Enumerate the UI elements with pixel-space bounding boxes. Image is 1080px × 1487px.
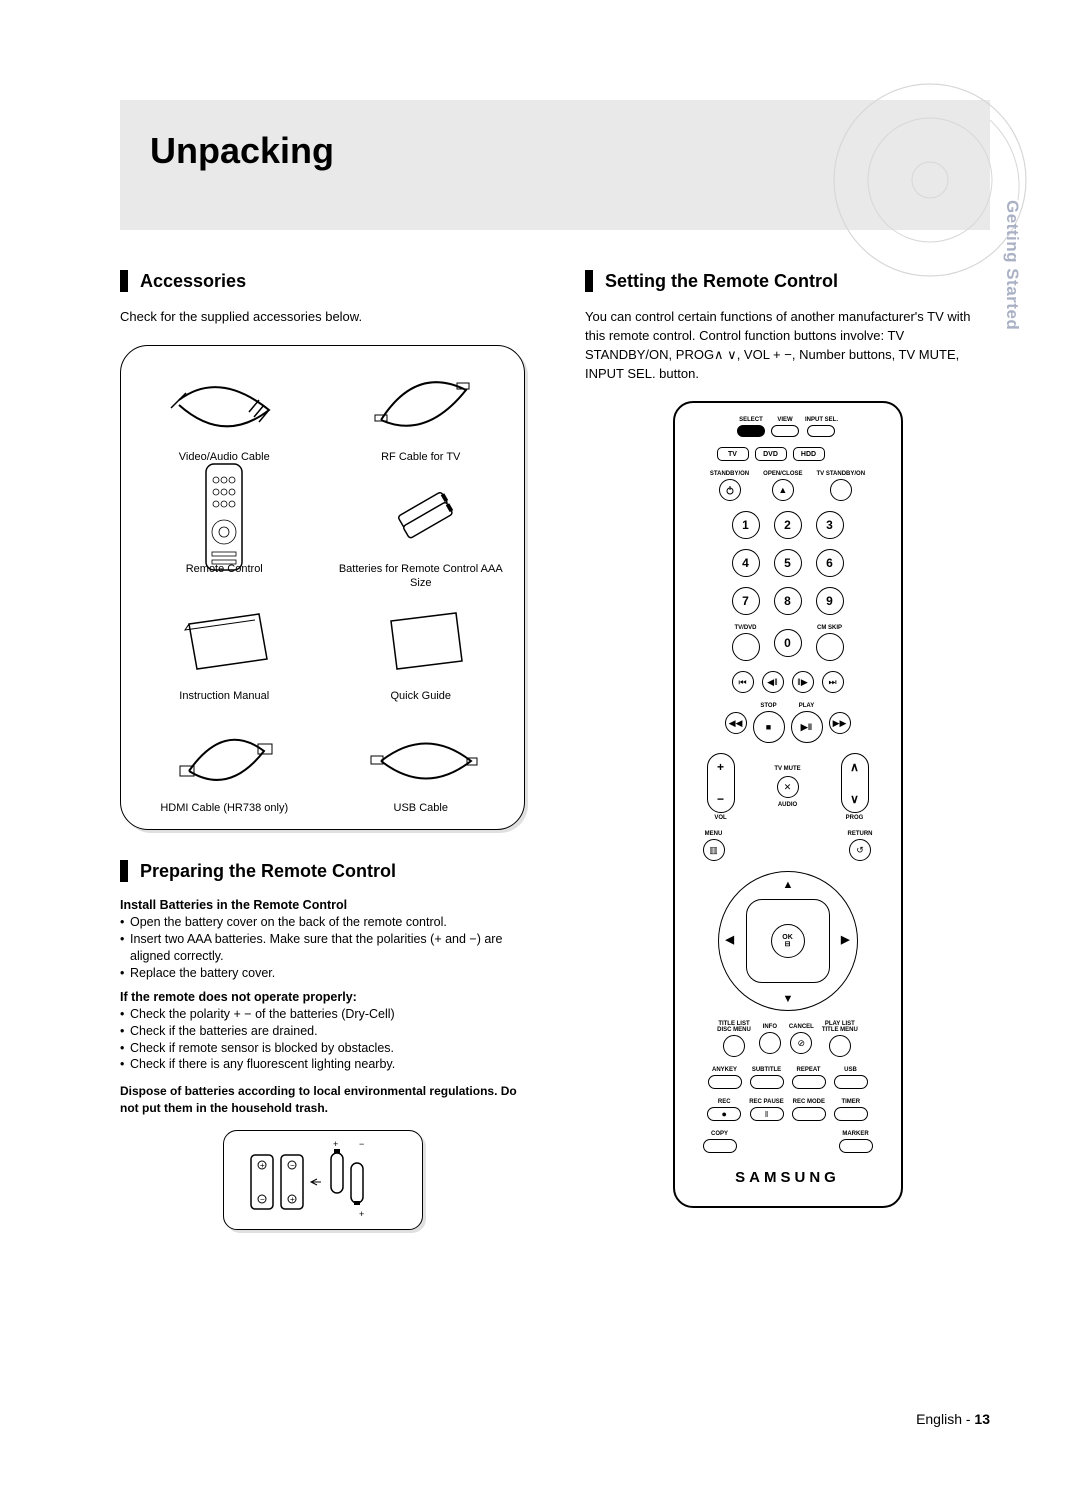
ok-button: OK⊟ — [771, 924, 805, 958]
book-icon — [169, 609, 279, 679]
title-banner: Unpacking — [120, 100, 990, 230]
accessories-heading: Accessories — [120, 270, 525, 292]
num-2-button: 2 — [774, 511, 802, 539]
num-3-button: 3 — [816, 511, 844, 539]
stop-button: ■ — [753, 711, 785, 743]
battery-insert-diagram: + − − + + − + — [223, 1130, 423, 1230]
preparing-heading: Preparing the Remote Control — [120, 860, 525, 882]
open-close-button: ▲ — [772, 479, 794, 501]
recmode-button — [792, 1107, 826, 1121]
copy-button — [703, 1139, 737, 1153]
svg-text:+: + — [333, 1139, 338, 1149]
view-indicator — [771, 425, 799, 437]
num-1-button: 1 — [732, 511, 760, 539]
svg-text:+: + — [260, 1161, 265, 1170]
acc-rf-cable: RF Cable for TV — [328, 364, 515, 464]
cable-rca-icon — [164, 365, 284, 445]
acc-batteries: Batteries for Remote Control AAA Size — [328, 476, 515, 591]
tv-standby-button — [830, 479, 852, 501]
setting-paragraph: You can control certain functions of ano… — [585, 308, 990, 383]
nav-down-icon: ▼ — [783, 993, 794, 1005]
stepback-button: ◀ǁ — [762, 671, 784, 693]
cable-hdmi-icon — [164, 716, 284, 796]
timer-button — [834, 1107, 868, 1121]
prev-button: ⏮ — [732, 671, 754, 693]
ffwd-button: ▶▶ — [829, 712, 851, 734]
sheet-icon — [366, 609, 476, 679]
svg-text:−: − — [260, 1195, 265, 1204]
anykey-button — [708, 1075, 742, 1089]
install-batteries-head: Install Batteries in the Remote Control — [120, 898, 525, 912]
hdd-mode-button: HDD — [793, 447, 825, 461]
cmskip-button — [816, 633, 844, 661]
trouble-steps: Check the polarity + − of the batteries … — [120, 1006, 525, 1074]
next-button: ⏭ — [822, 671, 844, 693]
nav-right-icon: ▶ — [841, 933, 849, 946]
battery-insert-icon: + − − + + − + — [233, 1135, 413, 1225]
marker-button — [839, 1139, 873, 1153]
recpause-button: ǁ — [750, 1107, 784, 1121]
install-steps: Open the battery cover on the back of th… — [120, 914, 525, 982]
nav-left-icon: ◀ — [726, 933, 734, 946]
num-7-button: 7 — [732, 587, 760, 615]
acc-manual: Instruction Manual — [131, 603, 318, 703]
num-4-button: 4 — [732, 549, 760, 577]
brand-logo: SAMSUNG — [735, 1169, 840, 1186]
rewind-button: ◀◀ — [725, 712, 747, 734]
num-9-button: 9 — [816, 587, 844, 615]
return-button: ↺ — [849, 839, 871, 861]
play-button: ▶ǁ — [791, 711, 823, 743]
batteries-icon — [371, 477, 471, 557]
page-footer: English - 13 — [916, 1411, 990, 1427]
svg-text:−: − — [359, 1139, 364, 1149]
trouble-head: If the remote does not operate properly: — [120, 990, 525, 1004]
repeat-button — [792, 1075, 826, 1089]
cable-rf-icon — [361, 365, 481, 445]
info-button — [759, 1032, 781, 1054]
tv-mode-button: TV — [717, 447, 749, 461]
acc-hdmi: HDMI Cable (HR738 only) — [131, 715, 318, 815]
section-bar-icon — [585, 270, 593, 292]
input-sel-button — [807, 425, 835, 437]
nav-up-icon: ▲ — [783, 879, 794, 891]
mute-button: ✕ — [777, 776, 799, 798]
num-6-button: 6 — [816, 549, 844, 577]
standby-button — [719, 479, 741, 501]
dvd-mode-button: DVD — [755, 447, 787, 461]
section-bar-icon — [120, 860, 128, 882]
remote-mini-icon — [194, 462, 254, 572]
playlist-button — [829, 1035, 851, 1057]
cancel-button: ⊘ — [790, 1032, 812, 1054]
num-5-button: 5 — [774, 549, 802, 577]
dispose-note: Dispose of batteries according to local … — [120, 1083, 525, 1115]
accessories-intro: Check for the supplied accessories below… — [120, 308, 525, 327]
svg-text:+: + — [290, 1195, 295, 1204]
svg-text:+: + — [359, 1209, 364, 1219]
num-8-button: 8 — [774, 587, 802, 615]
acc-video-audio-cable: Video/Audio Cable — [131, 364, 318, 464]
accessories-box: Video/Audio Cable RF Cable for TV Remote… — [120, 345, 525, 830]
acc-quick-guide: Quick Guide — [328, 603, 515, 703]
remote-diagram: SELECT VIEW INPUT SEL. TV DVD HDD STANDB… — [673, 401, 903, 1208]
acc-usb: USB Cable — [328, 715, 515, 815]
nav-ring: OK⊟ ▲ ▼ ◀ ▶ — [718, 871, 858, 1011]
vol-rocker: +− — [707, 753, 735, 813]
menu-button: ▥ — [703, 839, 725, 861]
select-indicator — [737, 425, 765, 437]
acc-remote: Remote Control — [131, 476, 318, 591]
cable-usb-icon — [361, 716, 481, 796]
num-0-button: 0 — [774, 629, 802, 657]
section-bar-icon — [120, 270, 128, 292]
usb-button — [834, 1075, 868, 1089]
rec-button: ● — [707, 1107, 741, 1121]
svg-text:−: − — [290, 1161, 295, 1170]
tvdvd-button — [732, 633, 760, 661]
disc-decor-icon — [830, 80, 1030, 280]
stepfwd-button: ǁ▶ — [792, 671, 814, 693]
side-tab: Getting Started — [1002, 200, 1022, 330]
prog-rocker: ∧∨ — [841, 753, 869, 813]
subtitle-button — [750, 1075, 784, 1089]
titlelist-button — [723, 1035, 745, 1057]
